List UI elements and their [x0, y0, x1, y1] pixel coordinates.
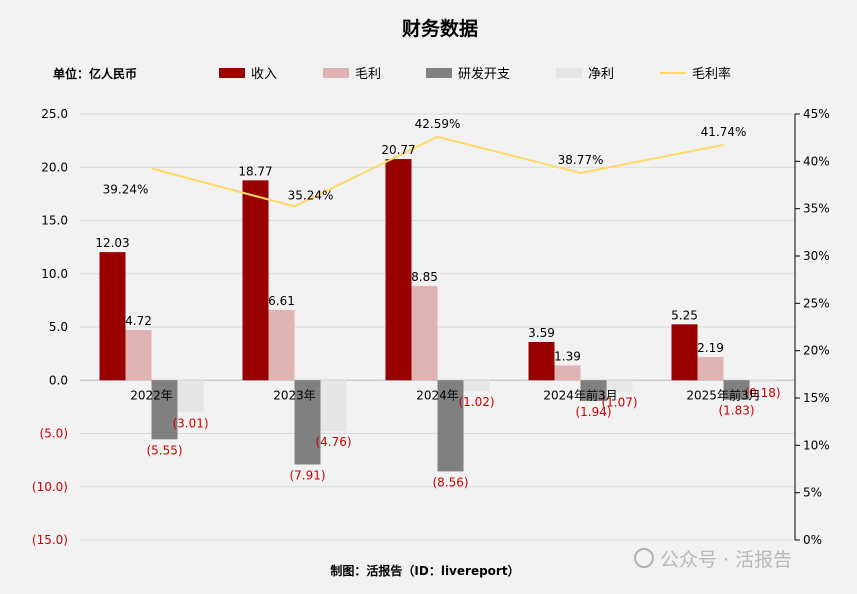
bar — [580, 380, 607, 401]
unit-label: 单位：亿人民币 — [53, 66, 137, 81]
y-right-tick: 10% — [803, 438, 830, 452]
category-axis: 2022年 2023年 2024年 2024年前3月 2025年前3月 — [130, 387, 760, 402]
y-left-tick: 20.0 — [41, 160, 68, 174]
bar-label: (1.02) — [458, 395, 494, 409]
y-right-tick: 20% — [803, 344, 830, 358]
y-left-tick: 25.0 — [41, 107, 68, 121]
margin-line — [151, 135, 724, 208]
right-axis: 0% 5% 10% 15% 20% 25% 30% 35% 40% 45% — [794, 107, 830, 547]
bar-label: (0.18) — [744, 386, 780, 400]
bar — [606, 380, 633, 392]
legend-label: 净利 — [588, 67, 614, 82]
bar — [99, 252, 126, 381]
bar — [320, 380, 347, 431]
y-right-tick: 45% — [803, 107, 830, 121]
left-axis: (15.0) (10.0) (5.0) 0.0 5.0 10.0 15.0 20.0 25.0 — [32, 107, 68, 547]
bar-label: 1.39 — [554, 349, 581, 363]
bar-label: 2.19 — [697, 341, 724, 355]
line-label: 38.77% — [558, 153, 604, 167]
bar-label: (7.91) — [289, 468, 325, 482]
legend-swatch — [323, 68, 349, 78]
y-right-tick: 5% — [803, 486, 822, 500]
bar — [671, 324, 698, 381]
category-label: 2023年 — [273, 388, 316, 402]
y-right-tick: 30% — [803, 249, 830, 263]
bar — [463, 380, 490, 392]
bar-label: 18.77 — [238, 164, 272, 178]
chart-title: 财务数据 — [402, 17, 478, 40]
bar-label: 6.61 — [268, 294, 295, 308]
margin-line-path — [151, 135, 724, 208]
y-right-tick: 25% — [803, 296, 830, 310]
bar-label: (4.76) — [315, 435, 351, 449]
bar-label: (1.07) — [601, 396, 637, 410]
legend-label: 毛利 — [355, 67, 381, 82]
y-left-tick: 5.0 — [49, 320, 68, 334]
category-label: 2024年前3月 — [543, 387, 617, 402]
line-label: 35.24% — [288, 188, 334, 202]
legend-label: 收入 — [251, 67, 277, 82]
y-left-tick: (10.0) — [32, 480, 68, 494]
y-left-tick: (5.0) — [40, 427, 68, 441]
y-left-tick: 15.0 — [41, 214, 68, 228]
line-label: 42.59% — [415, 117, 461, 131]
y-left-tick: (15.0) — [32, 533, 68, 547]
footer-credit: 制图：活报告（ID：livereport） — [330, 563, 519, 578]
bar-label: 3.59 — [528, 326, 555, 340]
data-labels: 12.03 4.72 (5.55) (3.01) 18.77 6.61 (7.91) (4.7… — [95, 117, 780, 490]
bar — [554, 365, 581, 381]
bar — [125, 329, 152, 381]
legend-swatch — [556, 68, 582, 78]
bar — [723, 380, 750, 400]
legend-label: 研发开支 — [458, 66, 510, 82]
legend-swatch — [219, 68, 245, 78]
bar — [528, 342, 555, 381]
bar — [294, 380, 321, 465]
bar-label: 12.03 — [95, 236, 129, 250]
line-label: 39.24% — [103, 183, 149, 197]
bar-label: 20.77 — [381, 143, 415, 157]
bar — [749, 380, 776, 383]
y-right-tick: 15% — [803, 391, 830, 405]
y-left-tick: 10.0 — [41, 267, 68, 281]
bar-label: (1.94) — [575, 405, 611, 419]
bar-label: (1.83) — [718, 404, 754, 418]
y-right-tick: 35% — [803, 202, 830, 216]
watermark: 公众号 · 活报告 — [634, 548, 792, 571]
legend-label: 毛利率 — [692, 66, 731, 82]
y-right-tick: 40% — [803, 154, 830, 168]
bar — [437, 380, 464, 472]
watermark-text: 公众号 · 活报告 — [660, 549, 792, 571]
y-right-tick: 0% — [803, 533, 822, 547]
bar-label: (8.56) — [432, 475, 468, 489]
legend-swatch — [426, 68, 452, 78]
bar-label: 5.25 — [671, 308, 698, 322]
y-left-tick: 0.0 — [49, 373, 68, 387]
bar-label: 8.85 — [411, 270, 438, 284]
bar — [268, 309, 295, 381]
bar — [151, 380, 178, 440]
legend: 收入 毛利 研发开支 净利 毛利率 — [219, 66, 731, 82]
bar — [177, 380, 204, 413]
category-label: 2024年 — [416, 388, 459, 402]
category-label: 2025年前3月 — [686, 387, 760, 402]
line-label: 41.74% — [701, 125, 747, 139]
wechat-icon — [634, 548, 654, 568]
bars — [99, 159, 776, 472]
category-label: 2022年 — [130, 388, 173, 402]
bar — [385, 159, 412, 381]
bar — [697, 356, 724, 381]
bar — [242, 180, 269, 381]
bar — [411, 285, 438, 381]
bar-label: 4.72 — [125, 314, 152, 328]
bar-label: (3.01) — [172, 416, 208, 430]
bar-label: (5.55) — [146, 443, 182, 457]
